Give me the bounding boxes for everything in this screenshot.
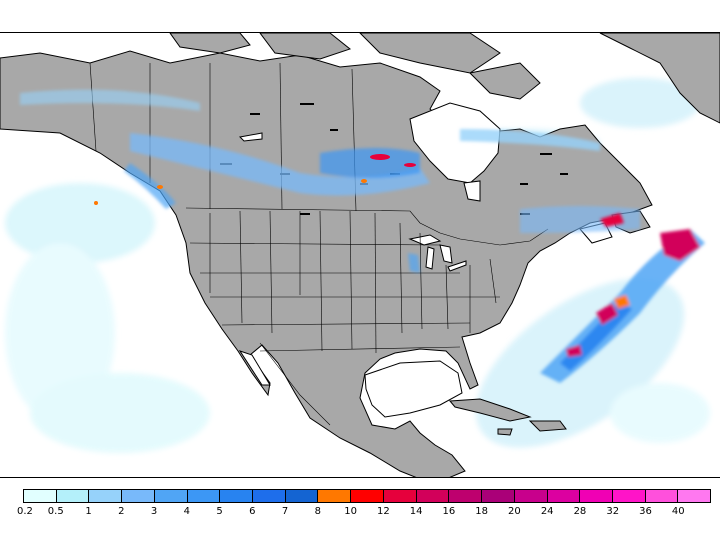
legend-label: 28 <box>573 506 587 517</box>
legend-label: 10 <box>344 506 357 517</box>
legend-swatch <box>514 490 548 502</box>
greenland-land <box>599 33 720 124</box>
hispaniola-land <box>528 420 567 432</box>
cuba-land <box>448 398 532 422</box>
political-borders <box>89 62 549 426</box>
legend-swatch <box>154 490 188 502</box>
legend-swatch <box>645 490 679 502</box>
legend-labels: 0.2 0.5 1 2 3 4 5 6 7 8 10 12 14 16 18 20 24 28 32 36 40 <box>17 506 711 522</box>
legend-label: 24 <box>540 506 554 517</box>
legend-label: 36 <box>639 506 652 517</box>
hudson-bay <box>409 102 501 184</box>
gulf-of-mexico <box>364 360 463 418</box>
legend-swatch <box>547 490 581 502</box>
legend-label: 14 <box>409 506 423 517</box>
legend-label: 12 <box>377 506 390 517</box>
precipitation-map <box>0 32 720 478</box>
legend-label: 5 <box>216 506 223 517</box>
legend-label: 6 <box>249 506 256 517</box>
legend-swatch <box>122 490 155 502</box>
arctic-island-1 <box>169 33 251 54</box>
map-canvas <box>0 33 720 477</box>
lake-erie <box>447 260 467 272</box>
atlantic-storm <box>540 213 705 383</box>
legend-swatch <box>416 490 450 502</box>
arctic-island-4 <box>468 62 541 100</box>
legend-label: 16 <box>442 506 456 517</box>
legend-swatch <box>253 490 286 502</box>
legend-swatch <box>449 490 483 502</box>
land-precip-bands <box>20 89 640 273</box>
precip-legend: 0.2 0.5 1 2 3 4 5 6 7 8 10 12 14 16 18 20 24 28 32 36 40 <box>17 489 711 529</box>
legend-label: 18 <box>475 506 489 517</box>
legend-label: 2 <box>118 506 125 517</box>
legend-label: 4 <box>183 506 190 517</box>
legend-swatch <box>220 490 254 502</box>
legend-label: 40 <box>671 506 685 517</box>
inland-water <box>238 102 613 418</box>
legend-label: 8 <box>314 506 322 517</box>
legend-label: 3 <box>150 506 158 517</box>
legend-swatch <box>56 490 90 502</box>
lake-huron <box>439 244 453 264</box>
arctic-island-2 <box>259 33 352 60</box>
legend-swatch <box>285 490 319 502</box>
legend-label: 7 <box>281 506 289 517</box>
james-bay <box>463 180 481 202</box>
legend-label: 32 <box>606 506 620 517</box>
legend-swatch <box>678 490 711 502</box>
legend-swatch <box>24 490 57 502</box>
legend-label: 20 <box>508 506 521 517</box>
legend-label: 0.5 <box>47 506 64 517</box>
hudson-storm-cells <box>94 154 416 205</box>
jamaica-land <box>497 428 513 436</box>
legend-swatch <box>383 490 417 502</box>
legend-swatch <box>482 490 515 502</box>
legend-swatch <box>187 490 221 502</box>
great-slave-lake <box>238 132 263 142</box>
legend-label: 1 <box>85 506 92 517</box>
legend-swatch <box>351 490 384 502</box>
legend-swatch <box>580 490 613 502</box>
legend-swatch <box>89 490 123 502</box>
legend-swatch <box>612 490 646 502</box>
lake-michigan <box>425 246 435 270</box>
legend-label: 0.2 <box>17 506 33 517</box>
gulf-of-california <box>238 350 271 386</box>
legend-color-bar <box>23 489 711 503</box>
legend-swatch <box>318 490 352 502</box>
lake-superior <box>408 234 442 246</box>
